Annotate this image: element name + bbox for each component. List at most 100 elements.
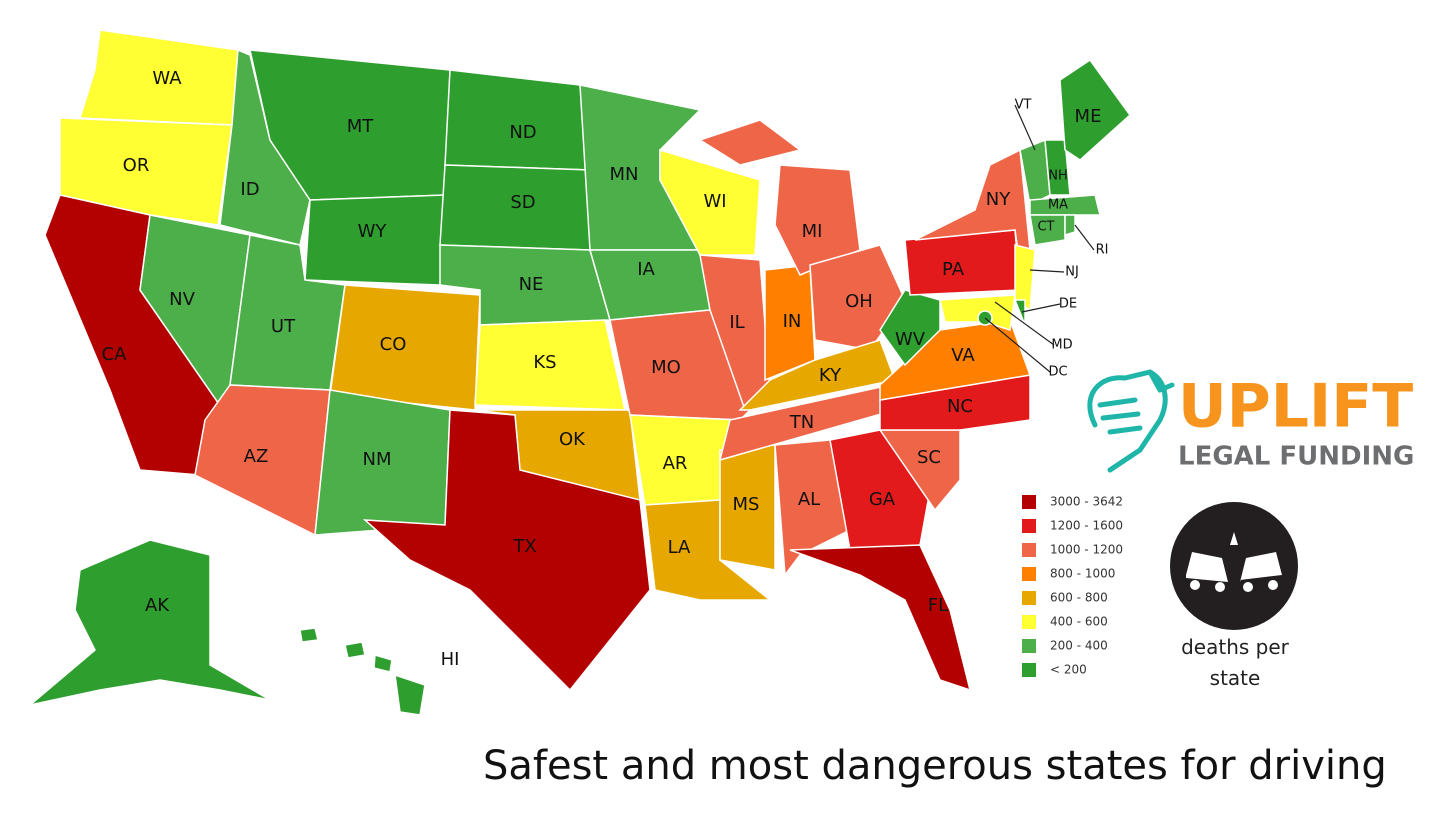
state-label: UT: [271, 316, 296, 337]
state-label: HI: [441, 649, 460, 670]
state-label: NY: [986, 189, 1011, 210]
state-label: MS: [733, 494, 760, 515]
leader-line: [984, 317, 1051, 373]
legend-swatch: [1022, 567, 1036, 581]
state-label: NE: [519, 274, 544, 295]
state-label: SC: [917, 447, 941, 468]
state-label: TX: [512, 536, 536, 557]
leader-line: [1074, 224, 1095, 251]
state: [1064, 214, 1076, 237]
leader-line: [1029, 269, 1065, 273]
state-label: ND: [509, 122, 536, 143]
legend-label: < 200: [1050, 663, 1087, 677]
state-label: CO: [380, 334, 407, 355]
state: [789, 544, 972, 692]
state-label: WY: [358, 221, 388, 242]
state-label: MI: [802, 221, 823, 242]
legend-label: 3000 - 3642: [1050, 495, 1123, 509]
state-label: IA: [637, 259, 655, 280]
state-label: NJ: [1065, 265, 1079, 280]
state-label: IN: [783, 311, 802, 332]
legend-label: 1000 - 1200: [1050, 543, 1123, 557]
state-label: VT: [1015, 98, 1032, 113]
state: [344, 641, 366, 659]
state-label: DE: [1059, 297, 1077, 312]
state: [194, 384, 331, 537]
state-label: MO: [651, 357, 681, 378]
legend-swatch: [1022, 543, 1036, 557]
state-label: WA: [152, 68, 182, 89]
state-label: TN: [789, 412, 814, 433]
state: [394, 673, 426, 716]
state-label: NC: [947, 396, 973, 417]
state: [219, 48, 311, 246]
state-label: MD: [1051, 338, 1072, 353]
state: [738, 339, 897, 411]
state-label: OR: [123, 155, 150, 176]
legend-swatch: [1022, 519, 1036, 533]
logo-tagline: LEGAL FUNDING: [1178, 442, 1414, 472]
state-label: VA: [951, 345, 975, 366]
legend-label: 400 - 600: [1050, 615, 1108, 629]
leader-line: [1014, 104, 1036, 151]
state-label: IL: [729, 312, 744, 333]
legend-swatch: [1022, 591, 1036, 605]
state-label: AZ: [244, 446, 269, 467]
legend-label: 800 - 1000: [1050, 567, 1115, 581]
crash-icon-bg: [1170, 502, 1298, 630]
state: [698, 119, 802, 166]
state: [879, 289, 941, 367]
state: [1059, 58, 1132, 161]
state-label: DC: [1048, 365, 1067, 380]
state-label: CA: [102, 344, 128, 365]
state: [59, 117, 233, 226]
states: [29, 29, 1132, 716]
state: [659, 148, 761, 256]
state-label: CT: [1037, 220, 1054, 235]
crash-icon: [1186, 532, 1282, 592]
state-label: AL: [798, 489, 820, 510]
caption: deaths per state: [1181, 635, 1289, 690]
state-label: LA: [668, 537, 691, 558]
leader-line: [1021, 303, 1061, 313]
state-label: KY: [819, 365, 842, 386]
state-label: WI: [703, 191, 726, 212]
state: [939, 294, 1016, 331]
state: [444, 69, 591, 171]
state-label: KS: [533, 352, 556, 373]
state-label: MT: [347, 116, 375, 137]
state-label: NH: [1048, 169, 1068, 184]
state-label: GA: [869, 489, 896, 510]
state-label: OK: [559, 429, 586, 450]
state: [1029, 214, 1066, 246]
legend: 3000 - 3642 1200 - 1600 1000 - 1200 800 - 1…: [1022, 495, 1123, 677]
legend-label: 1200 - 1600: [1050, 519, 1123, 533]
title: Safest and most dangerous states for dri…: [483, 743, 1387, 789]
state-label: AK: [145, 595, 170, 616]
state: [1029, 194, 1101, 216]
state: [774, 439, 851, 578]
state: [1044, 139, 1071, 196]
state-label: ME: [1075, 106, 1102, 127]
state-label: MN: [610, 164, 639, 185]
leader-line: [994, 301, 1055, 346]
legend-swatch: [1022, 639, 1036, 653]
legend-label: 200 - 400: [1050, 639, 1108, 653]
state-label: RI: [1096, 243, 1109, 258]
state-label: NM: [363, 449, 392, 470]
legend-label: 600 - 800: [1050, 591, 1108, 605]
state: [29, 539, 271, 706]
state: [914, 148, 1031, 268]
state-label: PA: [942, 259, 965, 280]
state-label: NV: [169, 289, 195, 310]
state: [362, 409, 651, 692]
logo-name: UPLIFT: [1178, 372, 1413, 442]
legend-swatch: [1022, 495, 1036, 509]
state-label: SD: [510, 192, 535, 213]
state-label: FL: [928, 595, 948, 616]
legend-swatch: [1022, 615, 1036, 629]
state-label: WV: [895, 329, 926, 350]
state-label: AR: [663, 453, 688, 474]
